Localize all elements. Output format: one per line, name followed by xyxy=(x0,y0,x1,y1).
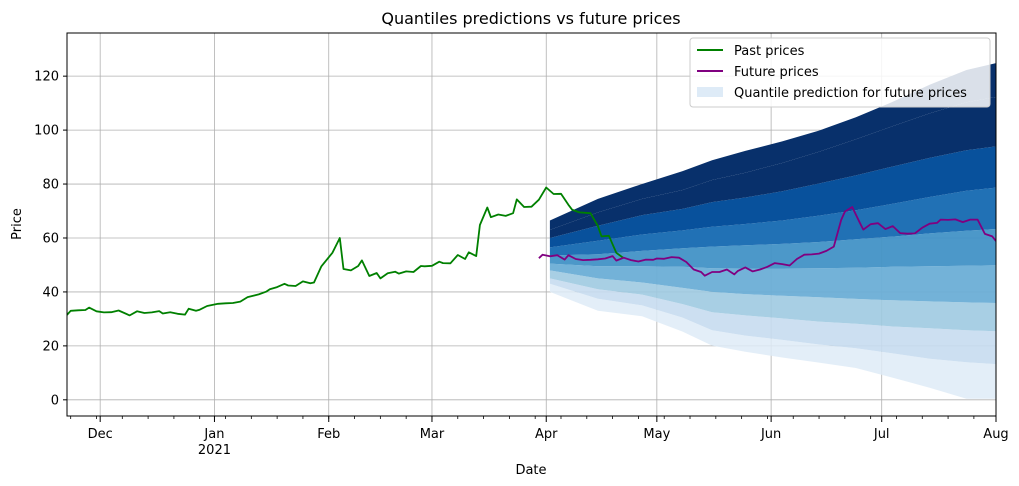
y-tick-label: 120 xyxy=(34,70,59,85)
x-tick-label: Apr xyxy=(535,427,558,442)
x-tick-label: Jun xyxy=(760,427,781,442)
series-line-1 xyxy=(538,206,996,277)
quantile-band-6 xyxy=(549,146,996,248)
quantile-band-0 xyxy=(549,283,996,399)
legend-quantile-swatch xyxy=(697,87,723,97)
y-tick-label: 80 xyxy=(42,178,59,193)
y-tick-label: 60 xyxy=(42,231,59,246)
price-lines xyxy=(67,186,996,317)
quantile-bands xyxy=(549,63,996,399)
legend-quantile-label: Quantile prediction for future prices xyxy=(734,86,967,101)
x-tick-label: Aug xyxy=(983,427,1008,442)
y-tick-label: 20 xyxy=(42,339,59,354)
x-tick-label: Jan xyxy=(203,427,224,442)
legend-future-prices-label: Future prices xyxy=(734,65,819,80)
quantile-band-2 xyxy=(549,270,996,332)
x-tick-label: Jul xyxy=(873,427,890,442)
y-tick-label: 40 xyxy=(42,285,59,300)
x-tick-label: Mar xyxy=(420,427,445,442)
y-axis: 0 20 40 60 80 100 120 xyxy=(34,70,67,408)
legend-past-prices-label: Past prices xyxy=(734,44,805,59)
y-tick-label: 100 xyxy=(34,124,59,139)
legend: Past prices Future prices Quantile predi… xyxy=(689,37,991,108)
quantile-band-5 xyxy=(549,187,996,256)
y-tick-label: 0 xyxy=(51,393,59,408)
legend-box xyxy=(689,37,991,108)
quantile-band-7 xyxy=(549,96,996,238)
x-axis-title: Date xyxy=(515,463,546,478)
quantile-band-3 xyxy=(549,263,996,304)
x-tick-label: Dec xyxy=(88,427,113,442)
quantile-band-1 xyxy=(549,278,996,365)
y-axis-title: Price xyxy=(10,208,25,240)
series-line-0 xyxy=(67,186,625,317)
chart-title: Quantiles predictions vs future prices xyxy=(381,9,680,28)
x-tick-label: Feb xyxy=(317,427,340,442)
quantile-band-8 xyxy=(549,63,996,230)
plot-frame xyxy=(66,32,997,417)
x-tick-sublabel: 2021 xyxy=(198,443,231,458)
x-tick-label: May xyxy=(643,427,670,442)
